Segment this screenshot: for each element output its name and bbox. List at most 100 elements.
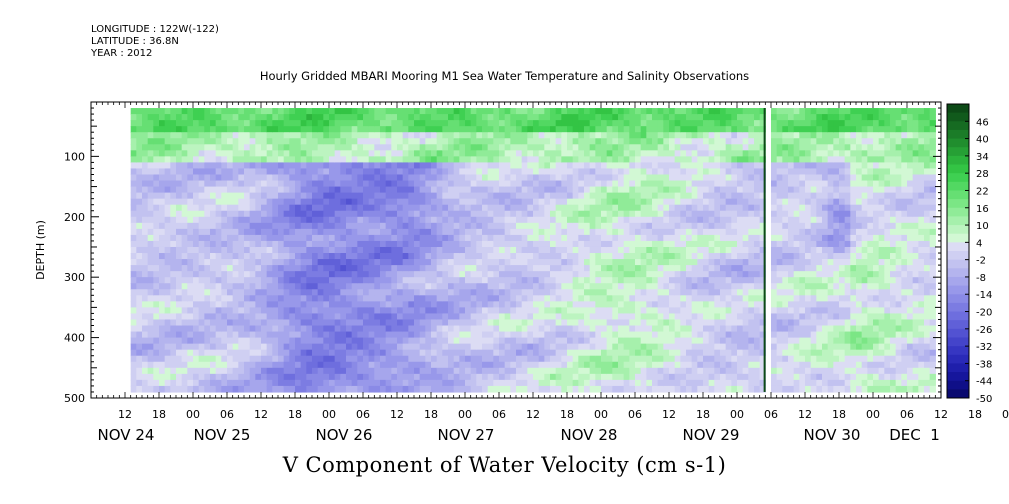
heatmap-cell <box>470 174 477 182</box>
heatmap-cell <box>238 307 245 315</box>
heatmap-cell <box>578 307 585 315</box>
heatmap-cell <box>720 210 727 218</box>
heatmap-cell <box>295 325 302 333</box>
heatmap-cell <box>198 253 205 260</box>
heatmap-cell <box>312 114 319 121</box>
heatmap-cell <box>232 361 239 369</box>
heatmap-cell <box>408 222 415 230</box>
heatmap-cell <box>340 216 347 224</box>
heatmap-cell <box>533 337 540 345</box>
heatmap-cell <box>601 216 608 224</box>
heatmap-cell <box>521 331 528 339</box>
heatmap-cell <box>419 114 426 121</box>
heatmap-cell <box>510 367 517 375</box>
heatmap-cell <box>261 174 268 182</box>
heatmap-cell <box>544 192 551 200</box>
heatmap-cell <box>329 343 336 351</box>
heatmap-cell <box>533 301 540 308</box>
heatmap-cell <box>295 367 302 375</box>
heatmap-cell <box>238 343 245 351</box>
heatmap-cell <box>210 120 217 127</box>
heatmap-cell <box>629 192 636 200</box>
heatmap-cell <box>601 150 608 157</box>
heatmap-cell <box>646 313 653 321</box>
heatmap-cell <box>391 126 398 133</box>
heatmap-cell <box>533 204 540 212</box>
heatmap-cell <box>244 162 251 170</box>
heatmap-cell <box>414 138 421 145</box>
heatmap-cell <box>334 174 341 182</box>
heatmap-cell <box>567 385 574 393</box>
heatmap-cell <box>221 198 228 206</box>
heatmap-cell <box>323 216 330 224</box>
heatmap-cell <box>193 337 200 345</box>
heatmap-cell <box>210 277 217 284</box>
heatmap-cell <box>391 222 398 230</box>
heatmap-cell <box>391 301 398 308</box>
heatmap-cell <box>170 222 177 230</box>
heatmap-cell <box>623 301 630 308</box>
heatmap-cell <box>703 168 710 176</box>
heatmap-cell <box>153 355 160 363</box>
heatmap-cell <box>204 114 211 121</box>
heatmap-cell <box>487 222 494 230</box>
heatmap-cell <box>442 210 449 218</box>
heatmap-cell <box>504 210 511 218</box>
heatmap-cell <box>147 307 154 315</box>
heatmap-cell <box>380 283 387 290</box>
heatmap-cell <box>521 355 528 363</box>
heatmap-cell <box>187 265 194 272</box>
heatmap-cell <box>385 180 392 188</box>
heatmap-cell <box>521 162 528 170</box>
heatmap-cell <box>346 108 353 115</box>
heatmap-cell <box>448 222 455 230</box>
heatmap-cell <box>459 234 466 242</box>
heatmap-cell <box>357 295 364 302</box>
heatmap-cell <box>266 240 273 248</box>
heatmap-cell <box>380 192 387 200</box>
heatmap-cell <box>725 186 732 194</box>
heatmap-cell <box>272 271 279 278</box>
heatmap-cell <box>238 349 245 357</box>
heatmap-cell <box>323 228 330 236</box>
heatmap-cell <box>550 361 557 369</box>
heatmap-cell <box>244 180 251 188</box>
heatmap-cell <box>380 138 387 145</box>
heatmap-cell <box>317 228 324 236</box>
heatmap-cell <box>669 367 676 375</box>
heatmap-cell <box>482 373 489 381</box>
heatmap-cell <box>714 337 721 345</box>
heatmap-cell <box>368 385 375 393</box>
heatmap-cell <box>686 343 693 351</box>
heatmap-cell <box>374 180 381 188</box>
heatmap-cell <box>414 144 421 151</box>
heatmap-cell <box>142 373 149 381</box>
heatmap-cell <box>453 198 460 206</box>
heatmap-cell <box>164 228 171 236</box>
heatmap-cell <box>142 138 149 145</box>
heatmap-cell <box>703 174 710 182</box>
heatmap-cell <box>561 186 568 194</box>
heatmap-cell <box>130 379 137 387</box>
heatmap-cell <box>697 319 704 327</box>
heatmap-cell <box>283 216 290 224</box>
heatmap-cell <box>550 216 557 224</box>
heatmap-cell <box>181 162 188 170</box>
heatmap-cell <box>198 343 205 351</box>
heatmap-cell <box>448 228 455 236</box>
heatmap-cell <box>357 253 364 260</box>
heatmap-cell <box>691 343 698 351</box>
heatmap-cell <box>164 186 171 194</box>
heatmap-cell <box>459 271 466 278</box>
heatmap-cell <box>657 355 664 363</box>
heatmap-cell <box>159 343 166 351</box>
heatmap-cell <box>176 283 183 290</box>
heatmap-cell <box>204 277 211 284</box>
heatmap-cell <box>527 222 534 230</box>
heatmap-cell <box>357 162 364 170</box>
heatmap-cell <box>170 192 177 200</box>
heatmap-cell <box>567 355 574 363</box>
heatmap-cell <box>499 301 506 308</box>
heatmap-cell <box>578 259 585 266</box>
heatmap-cell <box>646 373 653 381</box>
